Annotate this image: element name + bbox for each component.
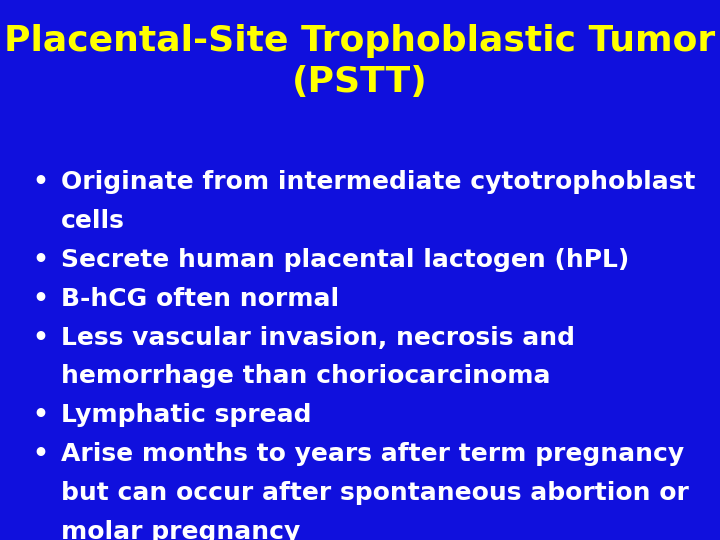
Text: Arise months to years after term pregnancy: Arise months to years after term pregnan…: [61, 442, 684, 466]
Text: but can occur after spontaneous abortion or: but can occur after spontaneous abortion…: [61, 481, 689, 505]
Text: molar pregnancy: molar pregnancy: [61, 520, 300, 540]
Text: •: •: [32, 442, 48, 466]
Text: •: •: [32, 326, 48, 349]
Text: hemorrhage than choriocarcinoma: hemorrhage than choriocarcinoma: [61, 364, 551, 388]
Text: •: •: [32, 170, 48, 194]
Text: cells: cells: [61, 209, 125, 233]
Text: •: •: [32, 403, 48, 427]
Text: Secrete human placental lactogen (hPL): Secrete human placental lactogen (hPL): [61, 248, 629, 272]
Text: B-hCG often normal: B-hCG often normal: [61, 287, 339, 310]
Text: Lymphatic spread: Lymphatic spread: [61, 403, 312, 427]
Text: Originate from intermediate cytotrophoblast: Originate from intermediate cytotrophobl…: [61, 170, 696, 194]
Text: Less vascular invasion, necrosis and: Less vascular invasion, necrosis and: [61, 326, 575, 349]
Text: •: •: [32, 248, 48, 272]
Text: Placental-Site Trophoblastic Tumor
(PSTT): Placental-Site Trophoblastic Tumor (PSTT…: [4, 24, 716, 99]
Text: •: •: [32, 287, 48, 310]
